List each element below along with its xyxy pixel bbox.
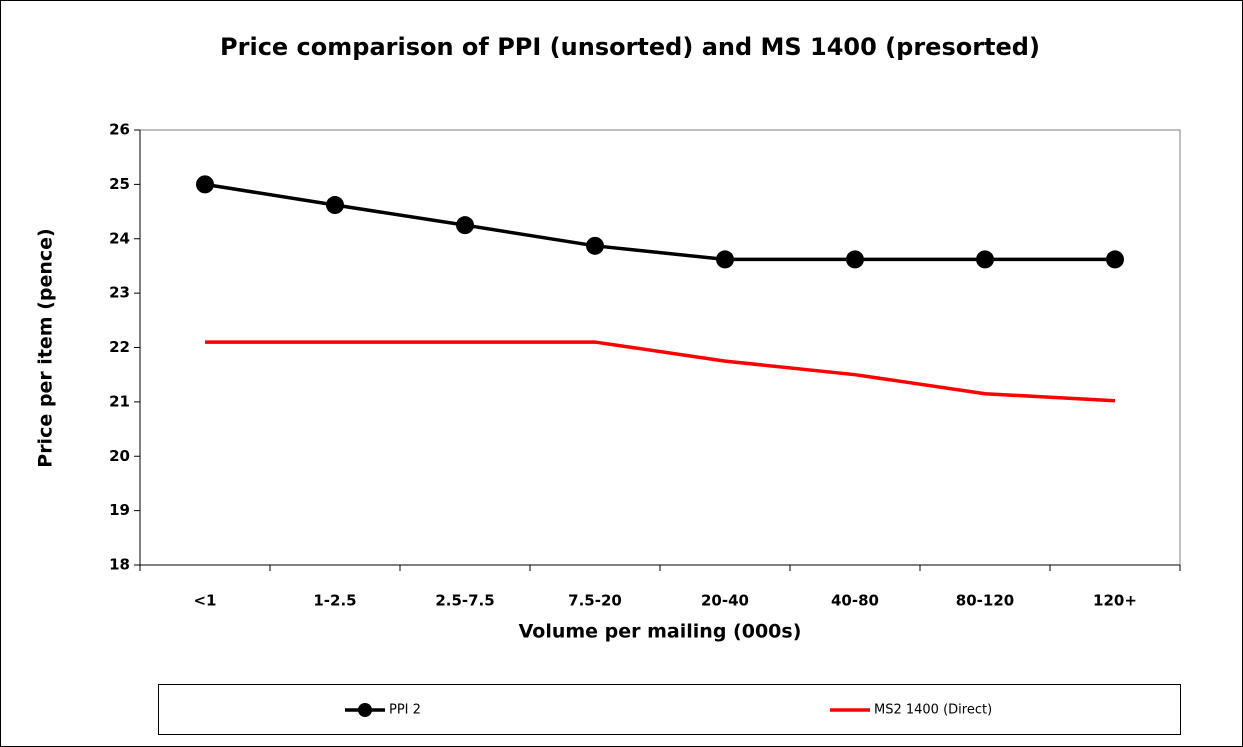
y-tick-label: 20 (109, 447, 130, 465)
plot-area (139, 129, 1181, 566)
x-axis-title: Volume per mailing (000s) (519, 621, 802, 643)
data-point (326, 196, 344, 215)
legend-marker (358, 703, 372, 717)
x-tick-label: 1-2.5 (313, 592, 356, 610)
x-tick-label: 2.5-7.5 (435, 592, 494, 610)
x-tick-label: 40-80 (831, 592, 879, 610)
x-tick-label: 120+ (1093, 592, 1137, 610)
y-axis-title: Price per item (pence) (35, 228, 57, 467)
y-tick-label: 18 (109, 556, 130, 574)
series-line (205, 340, 1116, 403)
y-tick-label: 23 (109, 284, 130, 302)
legend-label: PPI 2 (389, 703, 421, 718)
x-tick-label: 20-40 (701, 592, 749, 610)
data-point (196, 175, 214, 194)
legend (158, 684, 1181, 735)
data-point (716, 250, 734, 269)
x-tick-label: 80-120 (956, 592, 1014, 610)
y-tick-label: 19 (109, 501, 130, 519)
y-tick-label: 22 (109, 338, 130, 356)
legend-label: MS2 1400 (Direct) (874, 703, 992, 718)
data-point (1106, 250, 1124, 269)
y-tick-label: 24 (109, 229, 130, 247)
data-point (976, 250, 994, 269)
chart-title: Price comparison of PPI (unsorted) and M… (220, 33, 1040, 61)
y-tick-label: 26 (109, 121, 130, 139)
x-tick-label: 7.5-20 (568, 592, 622, 610)
data-point (456, 216, 474, 235)
data-point (846, 250, 864, 269)
series-line (204, 182, 1115, 262)
x-tick-label: <1 (193, 592, 216, 610)
data-point (586, 236, 604, 255)
y-tick-label: 25 (109, 175, 130, 193)
y-tick-label: 21 (109, 392, 130, 410)
